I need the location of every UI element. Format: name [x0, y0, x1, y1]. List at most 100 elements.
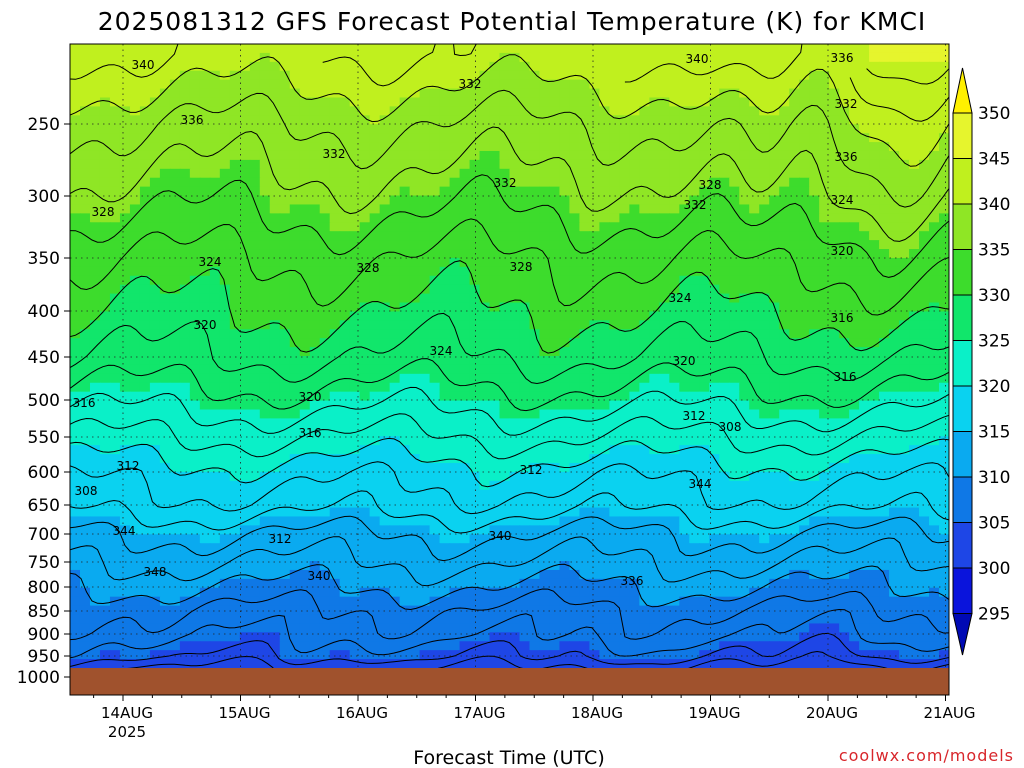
field-cell — [259, 257, 271, 268]
field-cell — [779, 249, 790, 259]
field-cell — [549, 186, 561, 197]
field-cell — [379, 284, 391, 295]
field-cell — [869, 204, 880, 214]
field-cell — [389, 213, 401, 223]
field-cell — [889, 97, 900, 107]
field-cell — [819, 409, 830, 419]
field-cell — [589, 409, 600, 419]
field-cell — [819, 391, 830, 402]
field-cell — [609, 257, 620, 268]
field-cell — [389, 70, 401, 81]
field-cell — [889, 454, 900, 464]
field-cell — [449, 275, 461, 286]
field-cell — [249, 266, 261, 277]
field-cell — [409, 418, 421, 428]
field-cell — [529, 79, 541, 90]
field-cell — [249, 498, 261, 509]
field-cell — [249, 88, 261, 99]
field-cell — [229, 44, 241, 54]
field-cell — [649, 445, 660, 455]
field-cell — [439, 186, 451, 197]
field-cell — [569, 462, 581, 473]
field-cell — [859, 329, 870, 339]
field-cell — [639, 311, 650, 321]
field-cell — [689, 249, 700, 259]
field-cell — [899, 382, 910, 393]
field-cell — [919, 302, 930, 313]
field-cell — [729, 436, 740, 446]
field-cell — [819, 293, 830, 304]
field-cell — [119, 79, 131, 90]
field-cell — [119, 293, 131, 304]
field-cell — [739, 186, 750, 197]
field-cell — [919, 471, 930, 482]
field-cell — [599, 382, 610, 393]
field-cell — [409, 275, 421, 286]
field-cell — [359, 106, 371, 116]
field-cell — [289, 266, 301, 277]
field-cell — [899, 445, 910, 455]
field-cell — [169, 427, 181, 437]
field-cell — [549, 471, 561, 482]
field-cell — [369, 471, 381, 482]
field-cell — [619, 115, 630, 125]
field-cell — [289, 409, 301, 419]
field-cell — [869, 489, 880, 500]
field-cell — [109, 391, 121, 402]
field-cell — [479, 133, 491, 143]
field-cell — [469, 356, 481, 366]
field-cell — [179, 79, 191, 90]
field-cell — [729, 195, 740, 206]
field-cell — [299, 275, 311, 286]
field-cell — [509, 409, 521, 419]
field-cell — [889, 284, 900, 295]
field-cell — [339, 240, 351, 250]
field-cell — [89, 489, 101, 500]
field-cell — [209, 124, 221, 134]
field-cell — [399, 347, 411, 357]
field-cell — [269, 213, 281, 223]
field-cell — [489, 61, 501, 72]
field-cell — [379, 338, 391, 348]
field-cell — [919, 97, 930, 107]
field-cell — [879, 391, 890, 402]
field-cell — [729, 240, 740, 250]
field-cell — [529, 88, 541, 99]
field-cell — [119, 338, 131, 348]
field-cell — [739, 97, 750, 107]
field-cell — [89, 44, 101, 54]
field-cell — [329, 338, 341, 348]
field-cell — [249, 445, 261, 455]
field-cell — [889, 462, 900, 473]
field-cell — [259, 293, 271, 304]
field-cell — [729, 489, 740, 500]
field-cell — [199, 240, 211, 250]
field-cell — [809, 266, 820, 277]
field-cell — [569, 186, 581, 197]
field-cell — [679, 159, 690, 170]
field-cell — [489, 240, 501, 250]
field-cell — [599, 364, 610, 375]
field-cell — [749, 480, 760, 491]
field-cell — [239, 454, 251, 464]
field-cell — [419, 204, 431, 214]
field-cell — [299, 61, 311, 72]
field-cell — [169, 454, 181, 464]
field-cell — [109, 471, 121, 482]
field-cell — [799, 231, 810, 241]
field-cell — [429, 88, 441, 99]
field-cell — [829, 52, 840, 63]
field-cell — [819, 88, 830, 99]
field-cell — [479, 516, 491, 526]
field-cell — [129, 507, 141, 518]
field-cell — [119, 427, 131, 437]
field-cell — [70, 240, 81, 250]
field-cell — [70, 52, 81, 63]
field-cell — [309, 427, 321, 437]
field-cell — [139, 52, 151, 63]
field-cell — [229, 347, 241, 357]
field-cell — [589, 177, 600, 188]
field-cell — [229, 364, 241, 375]
field-cell — [739, 266, 750, 277]
